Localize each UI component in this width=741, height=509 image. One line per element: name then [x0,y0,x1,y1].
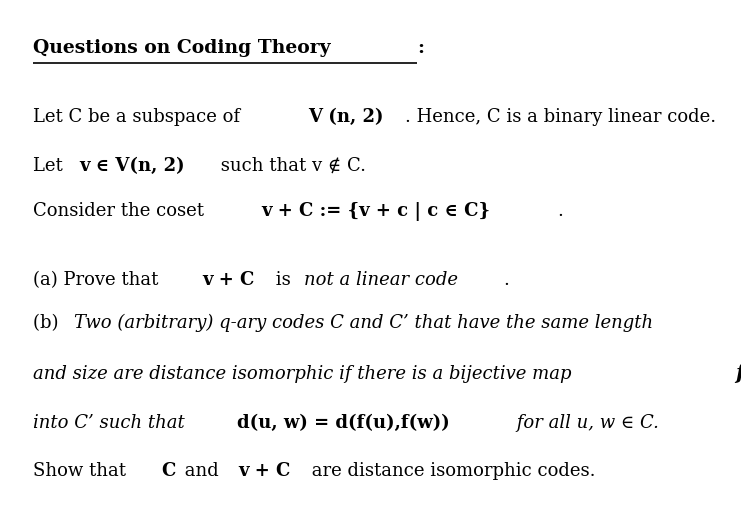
Text: and: and [179,462,225,480]
Text: Let C be a subspace of: Let C be a subspace of [33,108,246,126]
Text: into C’ such that: into C’ such that [33,413,191,432]
Text: for all u, w ∈ C.: for all u, w ∈ C. [511,413,659,432]
Text: C: C [161,462,175,480]
Text: (a) Prove that: (a) Prove that [33,271,165,289]
Text: v ∈ V(n, 2): v ∈ V(n, 2) [79,156,185,175]
Text: Two (arbitrary) q-ary codes C and C’ that have the same length: Two (arbitrary) q-ary codes C and C’ tha… [73,314,653,332]
Text: d(u, w) = d(f(u),f(w)): d(u, w) = d(f(u),f(w)) [236,413,449,432]
Text: .: . [503,271,509,289]
Text: Consider the coset: Consider the coset [33,202,210,220]
Text: V (n, 2): V (n, 2) [308,108,383,126]
Text: Questions on Coding Theory: Questions on Coding Theory [33,39,331,58]
Text: is: is [270,271,296,289]
Text: .: . [557,202,563,220]
Text: . Hence, C is a binary linear code.: . Hence, C is a binary linear code. [405,108,717,126]
Text: Show that: Show that [33,462,132,480]
Text: and size are distance isomorphic if there is a bijective map: and size are distance isomorphic if ther… [33,365,577,383]
Text: v + C: v + C [202,271,255,289]
Text: v + C := {v + c | c ∈ C}: v + C := {v + c | c ∈ C} [262,202,491,221]
Text: v + C: v + C [238,462,290,480]
Text: Let: Let [33,156,69,175]
Text: are distance isomorphic codes.: are distance isomorphic codes. [305,462,595,480]
Text: f: f [736,363,741,383]
Text: (b): (b) [33,314,64,332]
Text: :: : [417,39,425,58]
Text: not a linear code: not a linear code [305,271,459,289]
Text: such that v ∉ C.: such that v ∉ C. [216,156,367,175]
